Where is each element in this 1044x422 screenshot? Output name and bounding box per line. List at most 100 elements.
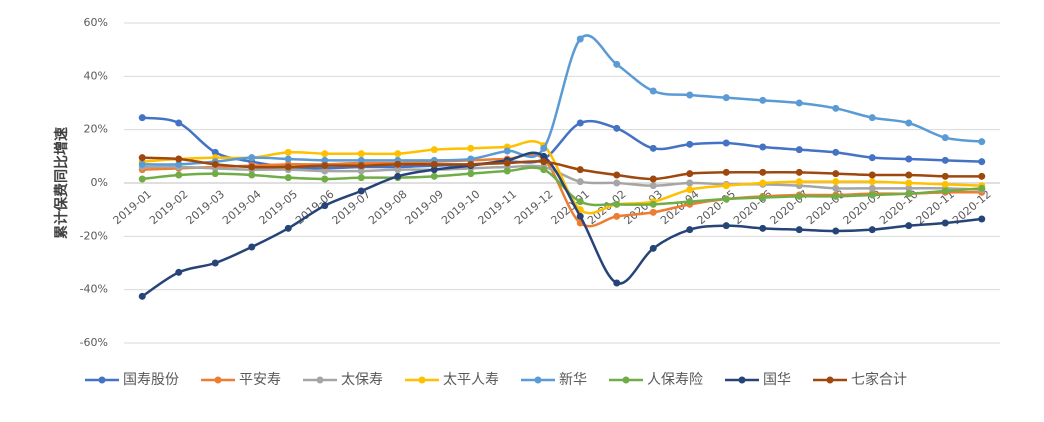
point [576,119,584,127]
legend-label: 太保寿 [341,371,383,388]
point [357,167,365,175]
point [722,139,730,147]
legend-label: 国寿股份 [123,371,179,388]
point [357,150,365,158]
point [321,175,329,183]
x-tick-label: 2019-02 [147,188,191,228]
point [175,119,183,127]
point [722,222,730,230]
point [832,104,840,112]
x-tick-label: 2019-04 [220,188,264,228]
y-tick-label: -60% [80,336,108,349]
point [686,186,694,194]
y-tick-label: -20% [80,229,108,242]
point [978,172,986,180]
point [832,178,840,186]
point [686,91,694,99]
point [430,146,438,154]
y-tick-label: 60% [84,16,108,29]
point [613,200,621,208]
point [211,170,219,178]
legend-marker [738,376,746,384]
point [321,150,329,158]
point [613,60,621,68]
point [905,184,913,192]
point [686,198,694,206]
legend-marker [98,376,106,384]
point [138,154,146,162]
point [284,155,292,163]
point [284,163,292,171]
point [759,179,767,187]
point [649,244,657,252]
point [722,94,730,102]
x-tick-label: 2020-03 [622,188,666,228]
point [795,226,803,234]
legend-label: 七家合计 [851,371,907,388]
point [832,148,840,156]
point [430,172,438,180]
point [576,35,584,43]
point [978,138,986,146]
point [868,178,876,186]
legend-marker [622,376,630,384]
point [832,227,840,235]
point [686,140,694,148]
point [941,187,949,195]
point [649,208,657,216]
point [722,182,730,190]
y-tick-label: -40% [80,283,108,296]
point [503,167,511,175]
point [905,155,913,163]
point [978,184,986,192]
legend-label: 新华 [559,372,587,388]
point [357,187,365,195]
point [467,160,475,168]
legend-marker [826,376,834,384]
point [905,119,913,127]
point [394,166,402,174]
point [540,144,548,152]
x-tick-label: 2020-08 [804,188,848,228]
point [211,148,219,156]
point [868,171,876,179]
point [321,202,329,210]
point [394,150,402,158]
x-tick-label: 2019-08 [366,188,410,228]
point [467,144,475,152]
point [868,191,876,199]
point [868,184,876,192]
point [978,215,986,223]
point [175,268,183,276]
point [795,178,803,186]
point [832,170,840,178]
legend-label: 人保寿险 [647,371,703,388]
point [941,172,949,180]
point [430,166,438,174]
legend-marker [418,376,426,384]
point [941,219,949,227]
point [430,160,438,168]
point [759,194,767,202]
point [540,158,548,166]
x-tick-label: 2020-05 [695,188,739,228]
point [138,160,146,168]
series-line [142,34,982,166]
point [248,163,256,171]
series-line [142,116,982,170]
point [868,154,876,162]
point [649,182,657,190]
point [613,171,621,179]
point [613,279,621,287]
y-tick-label: 40% [84,69,108,82]
x-tick-label: 2019-11 [476,188,520,228]
point [613,179,621,187]
point [576,166,584,174]
x-tick-label: 2019-12 [512,188,556,228]
point [357,174,365,182]
x-tick-label: 2020-07 [768,188,812,228]
point [759,143,767,151]
point [905,171,913,179]
point [175,171,183,179]
legend-label: 国华 [763,372,791,388]
